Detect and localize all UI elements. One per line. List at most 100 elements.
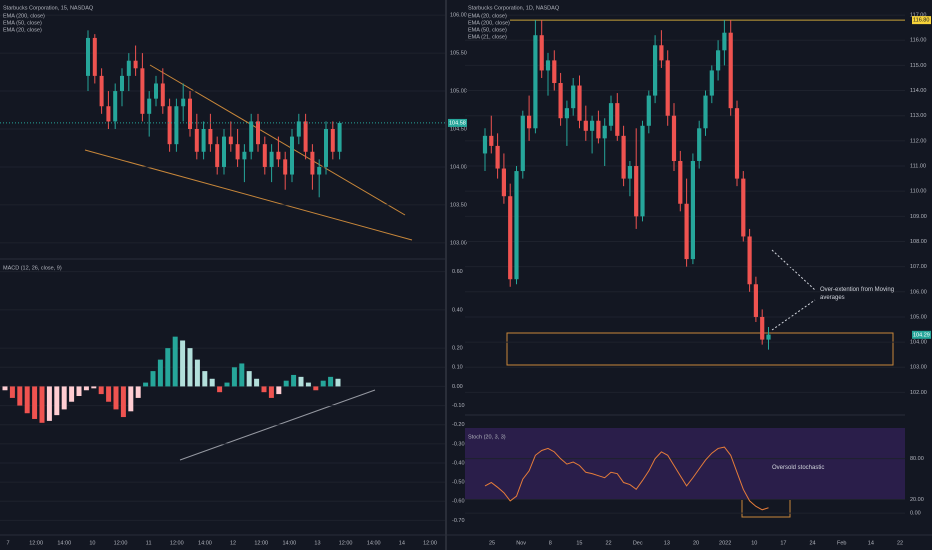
histogram-bar: [298, 376, 304, 387]
candle-body: [527, 115, 532, 129]
x-tick-label: 12:00: [339, 540, 353, 546]
candle-body: [520, 115, 525, 172]
y-tick-label: 112.00: [910, 138, 926, 144]
candle-body: [140, 68, 145, 114]
candle-body: [671, 115, 677, 161]
y-tick-label: 103.00: [450, 240, 467, 246]
candle-body: [489, 135, 494, 146]
candle-body: [167, 106, 172, 145]
candle-body: [734, 108, 740, 179]
histogram-bar: [276, 386, 282, 395]
candle-body: [228, 136, 233, 145]
indicator: EMA (20, close): [468, 13, 507, 19]
candle-body: [501, 168, 506, 197]
y-tick-label: 104.00: [910, 340, 927, 346]
candle-body: [590, 120, 595, 131]
histogram-bar: [261, 386, 267, 393]
candle-body: [615, 103, 620, 136]
y-tick-label: 0.00: [910, 511, 921, 517]
candle-body: [545, 60, 551, 71]
x-tick-label: 14: [399, 540, 405, 546]
x-tick-label: 22: [606, 540, 612, 546]
candle-body: [269, 151, 274, 167]
candle-body: [760, 316, 765, 340]
x-tick-label: 7: [6, 540, 9, 546]
x-tick-label: 25: [489, 540, 495, 546]
y-tick-label: 104.50: [450, 126, 467, 132]
candle-body: [564, 108, 569, 119]
x-tick-label: Feb: [837, 540, 846, 546]
histogram-bar: [24, 386, 30, 414]
y-tick-label: -0.40: [452, 460, 465, 466]
x-tick-label: 12:00: [114, 540, 128, 546]
candle-body: [303, 121, 308, 152]
support-box: [506, 332, 894, 366]
candle-body: [181, 98, 186, 107]
y-tick-label: 0.20: [452, 346, 463, 352]
arrow: [771, 249, 816, 291]
histogram-bar: [320, 380, 326, 387]
candle-body: [160, 83, 165, 107]
y-tick-label: -0.70: [452, 518, 465, 524]
candle-body: [215, 144, 220, 167]
candle-body: [653, 45, 658, 96]
candle-body: [533, 35, 538, 129]
candle-body: [337, 122, 342, 152]
x-tick-label: 11: [146, 540, 152, 546]
x-tick-label: 17: [780, 540, 786, 546]
candle-body: [539, 35, 544, 71]
histogram-bar: [283, 380, 289, 387]
candle-body: [514, 171, 519, 280]
y-tick-label: 116.00: [910, 38, 926, 44]
histogram-bar: [239, 363, 245, 387]
candle-body: [583, 120, 588, 131]
candle-body: [728, 32, 733, 109]
x-tick-label: 12:00: [170, 540, 184, 546]
x-tick-label: 10: [751, 540, 757, 546]
candle-body: [640, 125, 645, 217]
histogram-bar: [69, 386, 75, 402]
histogram-bar: [83, 386, 89, 391]
candle-body: [741, 178, 746, 237]
plots: 103.00 103.50 104.00 104.50 105.00 105.50 106.…: [0, 13, 931, 546]
candle-body: [753, 284, 758, 317]
histogram-bar: [209, 378, 215, 387]
indicator: EMA (20, close): [3, 27, 42, 33]
x-tick-label: 14:00: [57, 540, 71, 546]
y-tick-label: 106.00: [910, 289, 927, 295]
candle-body: [596, 120, 601, 139]
candle-body: [608, 103, 614, 126]
candle-body: [283, 159, 288, 175]
y-tick-label: 20.00: [910, 497, 924, 503]
candle-body: [324, 129, 328, 167]
price-tag: [912, 330, 931, 339]
candle-body: [147, 98, 152, 114]
candle-body: [317, 166, 322, 175]
candle-body: [126, 60, 131, 76]
y-tick-label: -0.30: [452, 441, 465, 447]
y-tick-label: 0.00: [452, 384, 463, 390]
candle-body: [310, 151, 315, 175]
candle-body: [222, 136, 226, 167]
stoch-title: Stoch (20, 3, 3): [468, 434, 506, 440]
histogram-bar: [291, 374, 297, 387]
y-tick-label: 0.40: [452, 307, 463, 313]
x-tick-label: 12: [230, 540, 236, 546]
y-tick-label: 0.60: [452, 269, 463, 275]
histogram-bar: [172, 336, 178, 387]
x-tick-label: 20: [693, 540, 699, 546]
candle-body: [571, 85, 576, 109]
y-tick-label: 117.00: [910, 13, 926, 19]
candle-body: [646, 95, 651, 126]
y-tick-label: 109.00: [910, 214, 927, 220]
candle-body: [697, 128, 702, 161]
indicator: EMA (50, close): [3, 20, 42, 26]
candle-body: [716, 50, 721, 71]
candle-body: [627, 166, 632, 179]
candle-body: [86, 37, 90, 76]
x-tick-label: 10: [89, 540, 95, 546]
histogram-bar: [91, 386, 97, 389]
candle-body: [208, 129, 213, 145]
candle-body: [188, 98, 192, 129]
